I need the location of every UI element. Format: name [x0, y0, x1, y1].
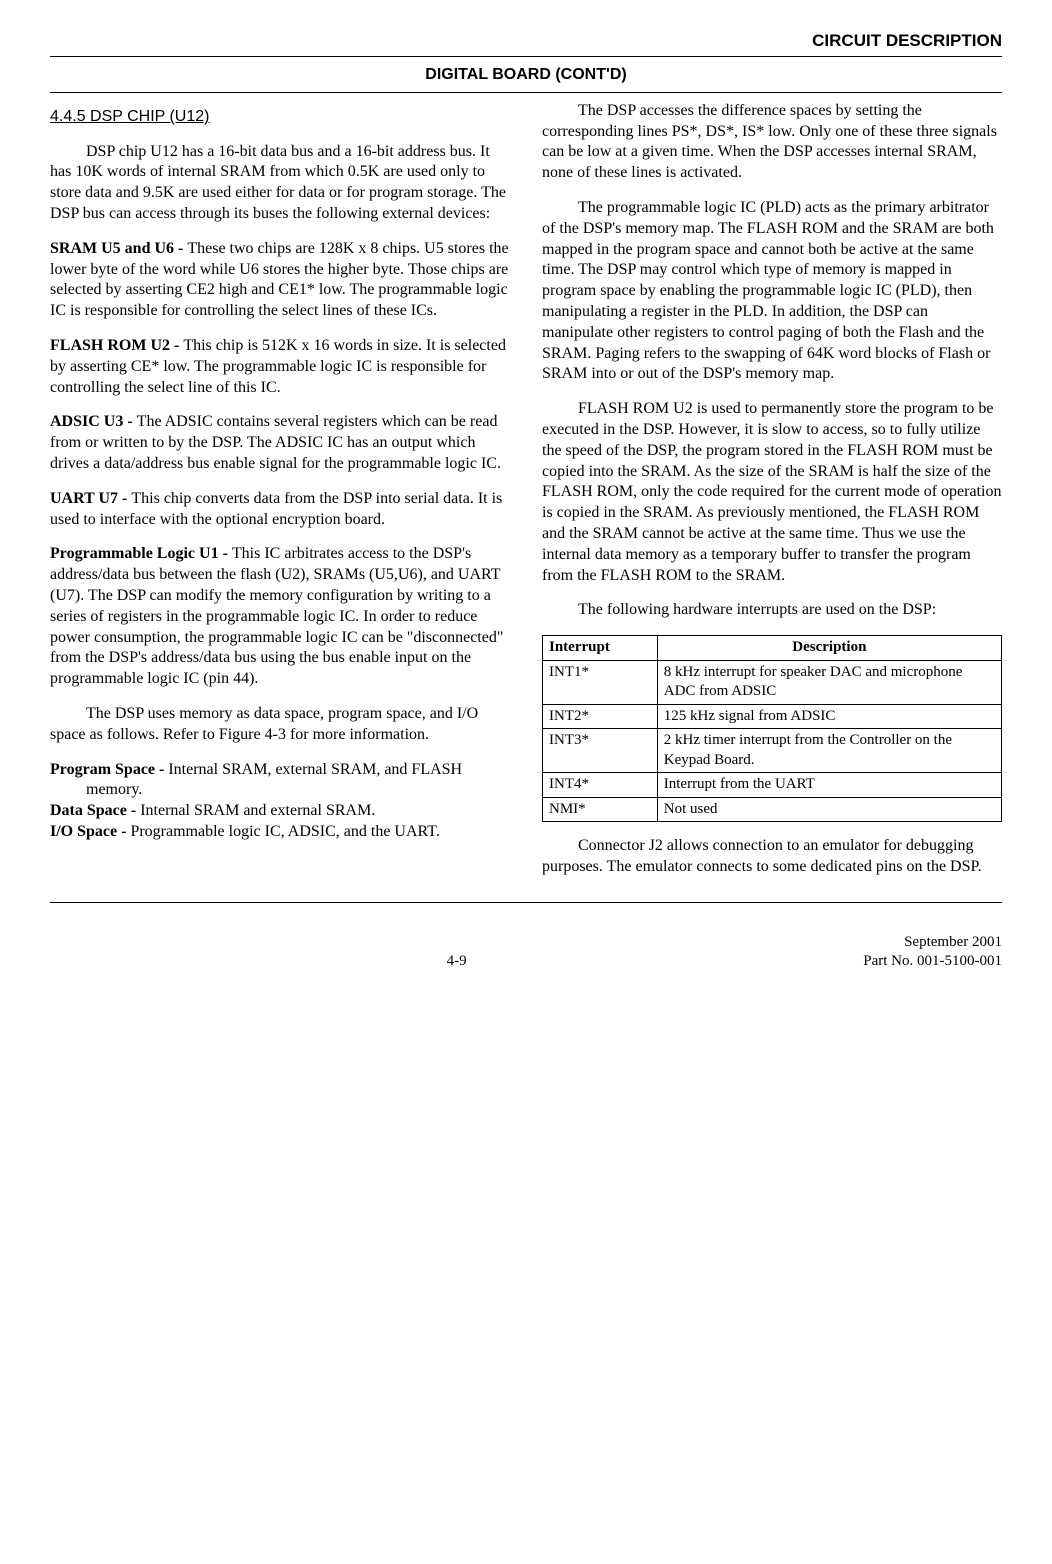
footer-date: September 2001: [863, 933, 1002, 953]
cell-desc: 8 kHz interrupt for speaker DAC and micr…: [657, 660, 1001, 704]
cell-desc: Not used: [657, 797, 1001, 822]
paragraph-pld: The programmable logic IC (PLD) acts as …: [542, 198, 1002, 385]
text-plogic: This IC arbitrates access to the DSP's a…: [50, 545, 503, 687]
paragraph-flash-copy: FLASH ROM U2 is used to permanently stor…: [542, 399, 1002, 586]
label-data-space: Data Space -: [50, 802, 140, 819]
item-io-space: I/O Space - Programmable logic IC, ADSIC…: [50, 822, 510, 843]
label-plogic: Programmable Logic U1 -: [50, 545, 232, 562]
table-row: NMI*Not used: [543, 797, 1002, 822]
label-adsic: ADSIC U3 -: [50, 413, 137, 430]
table-header-description: Description: [657, 636, 1001, 661]
item-flash: FLASH ROM U2 - This chip is 512K x 16 wo…: [50, 336, 510, 398]
table-header-interrupt: Interrupt: [543, 636, 658, 661]
section-title: DIGITAL BOARD (CONT'D): [50, 65, 1002, 86]
item-plogic: Programmable Logic U1 - This IC arbitrat…: [50, 544, 510, 690]
paragraph-connector: Connector J2 allows connection to an emu…: [542, 836, 1002, 878]
footer: 4-9 September 2001 Part No. 001-5100-001: [50, 933, 1002, 972]
table-row: INT3*2 kHz timer interrupt from the Cont…: [543, 729, 1002, 773]
item-data-space: Data Space - Internal SRAM and external …: [50, 801, 510, 822]
divider-under-section: [50, 92, 1002, 93]
cell-int: INT4*: [543, 773, 658, 798]
table-row: INT4*Interrupt from the UART: [543, 773, 1002, 798]
cell-desc: Interrupt from the UART: [657, 773, 1001, 798]
label-sram: SRAM U5 and U6 -: [50, 240, 187, 257]
label-io-space: I/O Space -: [50, 823, 130, 840]
footer-page-number: 4-9: [50, 952, 863, 972]
footer-partno: Part No. 001-5100-001: [863, 952, 1002, 972]
content-columns: 4.4.5 DSP CHIP (U12) DSP chip U12 has a …: [50, 101, 1002, 878]
cell-int: NMI*: [543, 797, 658, 822]
cell-desc: 2 kHz timer interrupt from the Controlle…: [657, 729, 1001, 773]
cell-int: INT3*: [543, 729, 658, 773]
paragraph-dsp-access: The DSP accesses the difference spaces b…: [542, 101, 1002, 184]
item-adsic: ADSIC U3 - The ADSIC contains several re…: [50, 412, 510, 474]
label-flash: FLASH ROM U2 -: [50, 337, 183, 354]
table-header-row: Interrupt Description: [543, 636, 1002, 661]
divider-footer: [50, 902, 1002, 903]
divider-top: [50, 56, 1002, 57]
interrupt-table: Interrupt Description INT1*8 kHz interru…: [542, 635, 1002, 822]
paragraph-memory-spaces: The DSP uses memory as data space, progr…: [50, 704, 510, 746]
paragraph-intro: DSP chip U12 has a 16-bit data bus and a…: [50, 142, 510, 225]
label-uart: UART U7 -: [50, 490, 131, 507]
cell-desc: 125 kHz signal from ADSIC: [657, 704, 1001, 729]
text-data-space: Internal SRAM and external SRAM.: [140, 802, 375, 819]
header-title: CIRCUIT DESCRIPTION: [50, 30, 1002, 52]
table-row: INT2*125 kHz signal from ADSIC: [543, 704, 1002, 729]
cell-int: INT1*: [543, 660, 658, 704]
item-program-space: Program Space - Internal SRAM, external …: [50, 760, 510, 802]
subsection-heading: 4.4.5 DSP CHIP (U12): [50, 107, 510, 128]
label-program-space: Program Space -: [50, 761, 168, 778]
footer-right: September 2001 Part No. 001-5100-001: [863, 933, 1002, 972]
item-uart: UART U7 - This chip converts data from t…: [50, 489, 510, 531]
paragraph-interrupts-intro: The following hardware interrupts are us…: [542, 600, 1002, 621]
text-io-space: Programmable logic IC, ADSIC, and the UA…: [130, 823, 439, 840]
item-sram: SRAM U5 and U6 - These two chips are 128…: [50, 239, 510, 322]
table-row: INT1*8 kHz interrupt for speaker DAC and…: [543, 660, 1002, 704]
cell-int: INT2*: [543, 704, 658, 729]
